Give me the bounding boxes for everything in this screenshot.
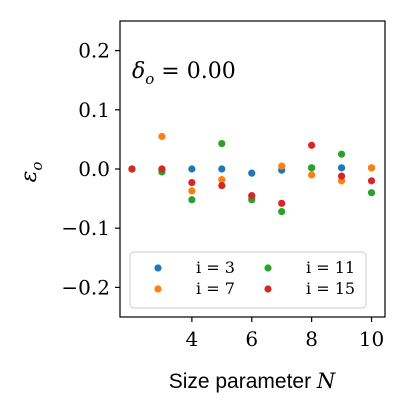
x-tick-label: 4 bbox=[185, 327, 198, 351]
series-0-point bbox=[248, 169, 256, 177]
series-2-point bbox=[367, 189, 376, 197]
legend-marker-1 bbox=[154, 285, 162, 293]
legend-marker-2 bbox=[264, 264, 272, 272]
legend: i = 3 i = 7 i = 11 i = 15 bbox=[129, 251, 367, 309]
ticks-layer: 4 6 8 10 −0.2 −0.1 0.0 0.1 0.2 bbox=[61, 39, 384, 351]
y-tick-label: 0.2 bbox=[78, 39, 110, 63]
series-2-point bbox=[218, 139, 226, 148]
series-3-point bbox=[278, 199, 286, 207]
x-tick-label: 6 bbox=[245, 327, 258, 351]
series-1-point bbox=[158, 132, 166, 141]
series-3-point bbox=[337, 172, 346, 180]
y-tick-label: −0.1 bbox=[61, 216, 110, 240]
series-3-point bbox=[367, 177, 376, 185]
series-3-point bbox=[188, 179, 196, 187]
series-3-point bbox=[158, 165, 166, 173]
legend-box bbox=[129, 251, 367, 309]
legend-marker-3 bbox=[264, 285, 272, 293]
series-3-point bbox=[128, 165, 136, 173]
legend-label-0: i = 3 bbox=[196, 258, 235, 277]
series-0-point bbox=[218, 165, 226, 173]
x-tick-label: 8 bbox=[305, 327, 318, 351]
y-axis-label: εo bbox=[17, 162, 46, 183]
series-2-point bbox=[308, 164, 316, 172]
series-2-point bbox=[188, 196, 196, 204]
points-layer bbox=[128, 132, 376, 216]
series-2-point bbox=[337, 150, 346, 158]
plot-area bbox=[119, 20, 386, 318]
series-1-point bbox=[367, 164, 376, 172]
y-tick-label: 0.1 bbox=[78, 98, 110, 122]
legend-label-2: i = 11 bbox=[306, 258, 355, 277]
legend-marker-0 bbox=[154, 264, 162, 272]
series-1-point bbox=[218, 176, 226, 184]
series-1-point bbox=[308, 171, 316, 179]
x-tick-label: 10 bbox=[359, 327, 384, 351]
legend-label-1: i = 7 bbox=[196, 279, 235, 298]
y-tick-label: −0.2 bbox=[61, 275, 110, 299]
x-axis-label: Size parameter N bbox=[169, 369, 336, 393]
series-3-point bbox=[248, 192, 256, 200]
series-1-point bbox=[278, 162, 286, 170]
series-0-point bbox=[188, 165, 196, 173]
series-0-point bbox=[337, 164, 346, 172]
series-2-point bbox=[278, 208, 286, 216]
annotation-delta: δo = 0.00 bbox=[132, 59, 236, 88]
series-1-point bbox=[188, 187, 196, 195]
series-3-point bbox=[218, 181, 226, 190]
series-3-point bbox=[308, 141, 316, 149]
y-tick-label: 0.0 bbox=[78, 157, 110, 181]
legend-label-3: i = 15 bbox=[306, 279, 355, 298]
